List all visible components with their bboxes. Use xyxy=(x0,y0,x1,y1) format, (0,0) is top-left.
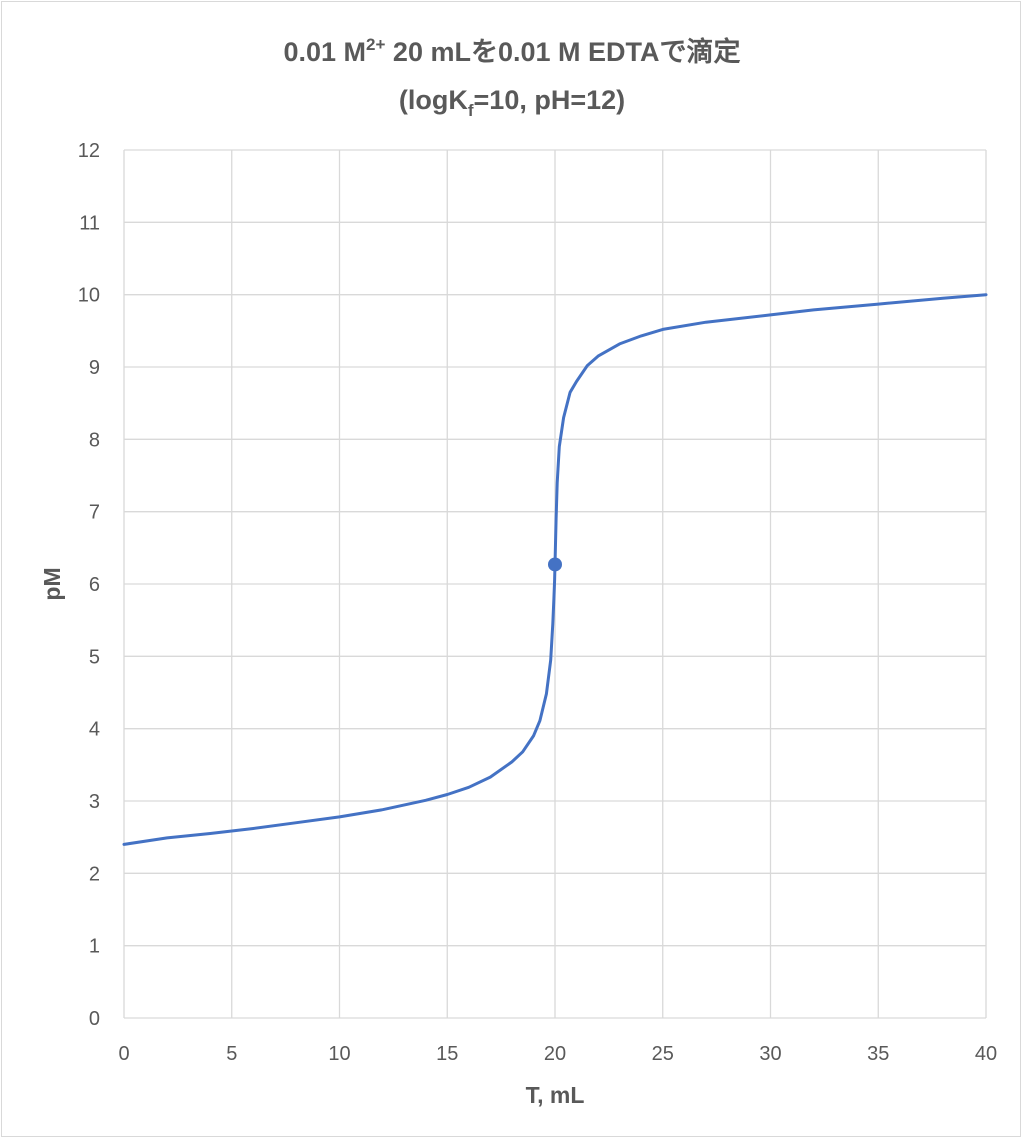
y-tick-label: 12 xyxy=(78,140,100,162)
y-tick-label: 2 xyxy=(89,863,100,885)
x-tick-label: 35 xyxy=(867,1043,889,1065)
x-tick-label: 10 xyxy=(328,1043,350,1065)
y-tick-label: 0 xyxy=(89,1008,100,1030)
y-tick-label: 5 xyxy=(89,646,100,668)
x-tick-label: 20 xyxy=(544,1043,566,1065)
y-tick-label: 9 xyxy=(89,357,100,379)
y-axis-label: pM xyxy=(39,567,65,600)
y-tick-label: 4 xyxy=(89,719,100,741)
x-tick-label: 0 xyxy=(118,1043,129,1065)
x-tick-label: 15 xyxy=(436,1043,458,1065)
y-tick-label: 6 xyxy=(89,574,100,596)
equivalence-point-marker xyxy=(548,557,562,572)
x-tick-label: 40 xyxy=(975,1043,997,1065)
x-tick-labels: 0 5 10 15 20 25 30 35 40 xyxy=(118,1043,997,1065)
y-tick-label: 1 xyxy=(89,936,100,958)
y-tick-label: 8 xyxy=(89,429,100,451)
chart-subtitle: (logKf=10, pH=12) xyxy=(398,85,626,120)
x-tick-label: 30 xyxy=(759,1043,781,1065)
x-tick-label: 5 xyxy=(226,1043,237,1065)
y-tick-label: 7 xyxy=(89,502,100,524)
chart-title: 0.01 M2+ 20 mLを0.01 M EDTAで滴定 xyxy=(283,35,741,67)
y-tick-label: 11 xyxy=(79,212,100,234)
y-tick-label: 10 xyxy=(78,285,100,307)
series-group xyxy=(122,293,988,846)
x-axis-label: T, mL xyxy=(526,1082,585,1108)
y-tick-label: 3 xyxy=(89,791,100,813)
x-tick-label: 25 xyxy=(652,1043,674,1065)
series-line xyxy=(122,293,988,846)
